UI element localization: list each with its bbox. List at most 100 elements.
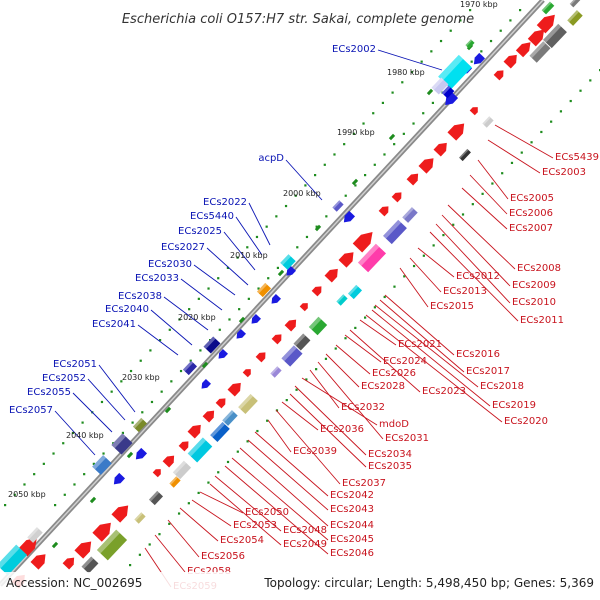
gene-box-shine <box>27 527 39 540</box>
leader-line <box>267 419 292 453</box>
gene-arrow <box>201 378 211 389</box>
ruler-dot <box>403 275 406 278</box>
leader-line <box>469 174 508 215</box>
gene-feature <box>222 410 238 426</box>
scale-label: 1970 kbp <box>460 0 498 9</box>
ruler-dot <box>579 89 582 92</box>
gene-label: ECs2007 <box>509 223 553 234</box>
map-title: Escherichia coli O157:H7 str. Sakai, com… <box>122 12 474 27</box>
leader-line <box>447 204 516 270</box>
leader-line <box>239 447 329 527</box>
gene-feature <box>242 369 251 378</box>
ruler-dot <box>138 553 141 556</box>
ruler-dot <box>83 473 86 476</box>
ruler-dot <box>226 266 230 270</box>
gene-feature <box>299 303 308 312</box>
ruler-dot <box>177 512 181 515</box>
scale-label: 1990 kbp <box>337 128 375 137</box>
gene-label: ECs2037 <box>342 478 386 489</box>
scale-label: 2050 kbp <box>8 490 46 499</box>
ruler-dot <box>120 380 123 383</box>
gene-box <box>148 490 164 506</box>
leader-line <box>441 214 511 287</box>
gene-feature <box>271 334 282 345</box>
gene-label: ECs2012 <box>456 271 500 282</box>
ruler-dot <box>324 357 328 360</box>
gene-box <box>347 284 363 300</box>
ruler-dot <box>73 483 76 486</box>
gene-feature <box>527 29 545 47</box>
gene-arrow <box>447 123 465 141</box>
gene-box-shine <box>529 41 546 59</box>
gene-box-shine <box>569 0 578 6</box>
ruler-dot <box>246 440 249 443</box>
gene-feature <box>286 265 296 276</box>
gene-feature <box>227 382 241 397</box>
gene-arrow <box>536 14 555 34</box>
ruler-dot <box>129 369 133 373</box>
accession-text: Accession: NC_002695 <box>6 576 142 590</box>
leader-line <box>349 329 421 393</box>
ruler-dot <box>540 130 543 134</box>
gene-feature <box>111 505 129 523</box>
gene-feature <box>343 210 356 223</box>
ruler-dot <box>471 203 474 206</box>
gene-box <box>336 294 348 306</box>
ruler-dot <box>170 380 173 383</box>
ruler-dot <box>139 359 142 362</box>
gene-label: ECs2049 <box>283 539 327 550</box>
ruler-dot <box>412 122 415 125</box>
gene-label: ECs2022 <box>203 197 247 208</box>
gene-arrow <box>406 173 419 186</box>
ruler-dot <box>63 493 66 496</box>
ruler-dot <box>168 328 171 331</box>
gene-arrow <box>218 348 228 359</box>
ruler-dot <box>131 421 134 424</box>
gene-box-shine <box>0 544 20 569</box>
ruler-dot <box>391 91 394 94</box>
ruler-dot <box>121 431 125 435</box>
leader-line <box>317 361 384 440</box>
gene-box-shine <box>182 360 194 372</box>
gene-box <box>567 10 583 26</box>
leader-line <box>379 299 465 373</box>
gene-feature <box>441 85 455 99</box>
gene-label: ECs2006 <box>509 208 553 219</box>
gene-feature <box>148 490 164 506</box>
gene-feature <box>543 23 567 49</box>
gene-arrow <box>227 382 241 397</box>
topology-text: Topology: circular; Length: 5,498,450 bp… <box>263 576 594 590</box>
ruler-dot <box>481 192 484 195</box>
ruler-dot <box>285 399 288 402</box>
ruler-major-tick <box>238 316 246 324</box>
gene-arrow <box>527 29 545 47</box>
gene-box <box>441 85 455 99</box>
gene-box-shine <box>347 284 359 296</box>
gene-box <box>541 1 555 15</box>
gene-label: ECs2003 <box>542 167 586 178</box>
gene-label: ECs2050 <box>245 507 289 518</box>
leader-line <box>374 304 479 388</box>
leader-line <box>206 247 249 286</box>
gene-arrow <box>74 541 92 559</box>
gene-arrow <box>215 398 226 409</box>
leader-line <box>247 439 329 511</box>
gene-feature <box>280 254 296 270</box>
gene-labels: ECs2002 acpD ECs2022 ECs5440 ECs2025 ECs2027 E… <box>9 44 599 592</box>
ruler-dot <box>383 295 386 299</box>
gene-box-shine <box>256 282 268 294</box>
gene-feature <box>567 10 583 26</box>
gene-feature <box>74 541 92 559</box>
gene-feature <box>169 476 181 488</box>
gene-box <box>308 316 328 336</box>
leader-line <box>377 49 443 71</box>
leader-line <box>72 392 113 433</box>
gene-feature <box>203 336 221 354</box>
ruler-dot <box>372 112 375 115</box>
ruler-dot <box>470 60 473 63</box>
gene-label: ECs2030 <box>148 259 192 270</box>
ruler-dot <box>295 388 298 391</box>
gene-arrow <box>445 91 459 106</box>
gene-arrow <box>352 232 373 253</box>
ruler-dot <box>364 174 367 177</box>
